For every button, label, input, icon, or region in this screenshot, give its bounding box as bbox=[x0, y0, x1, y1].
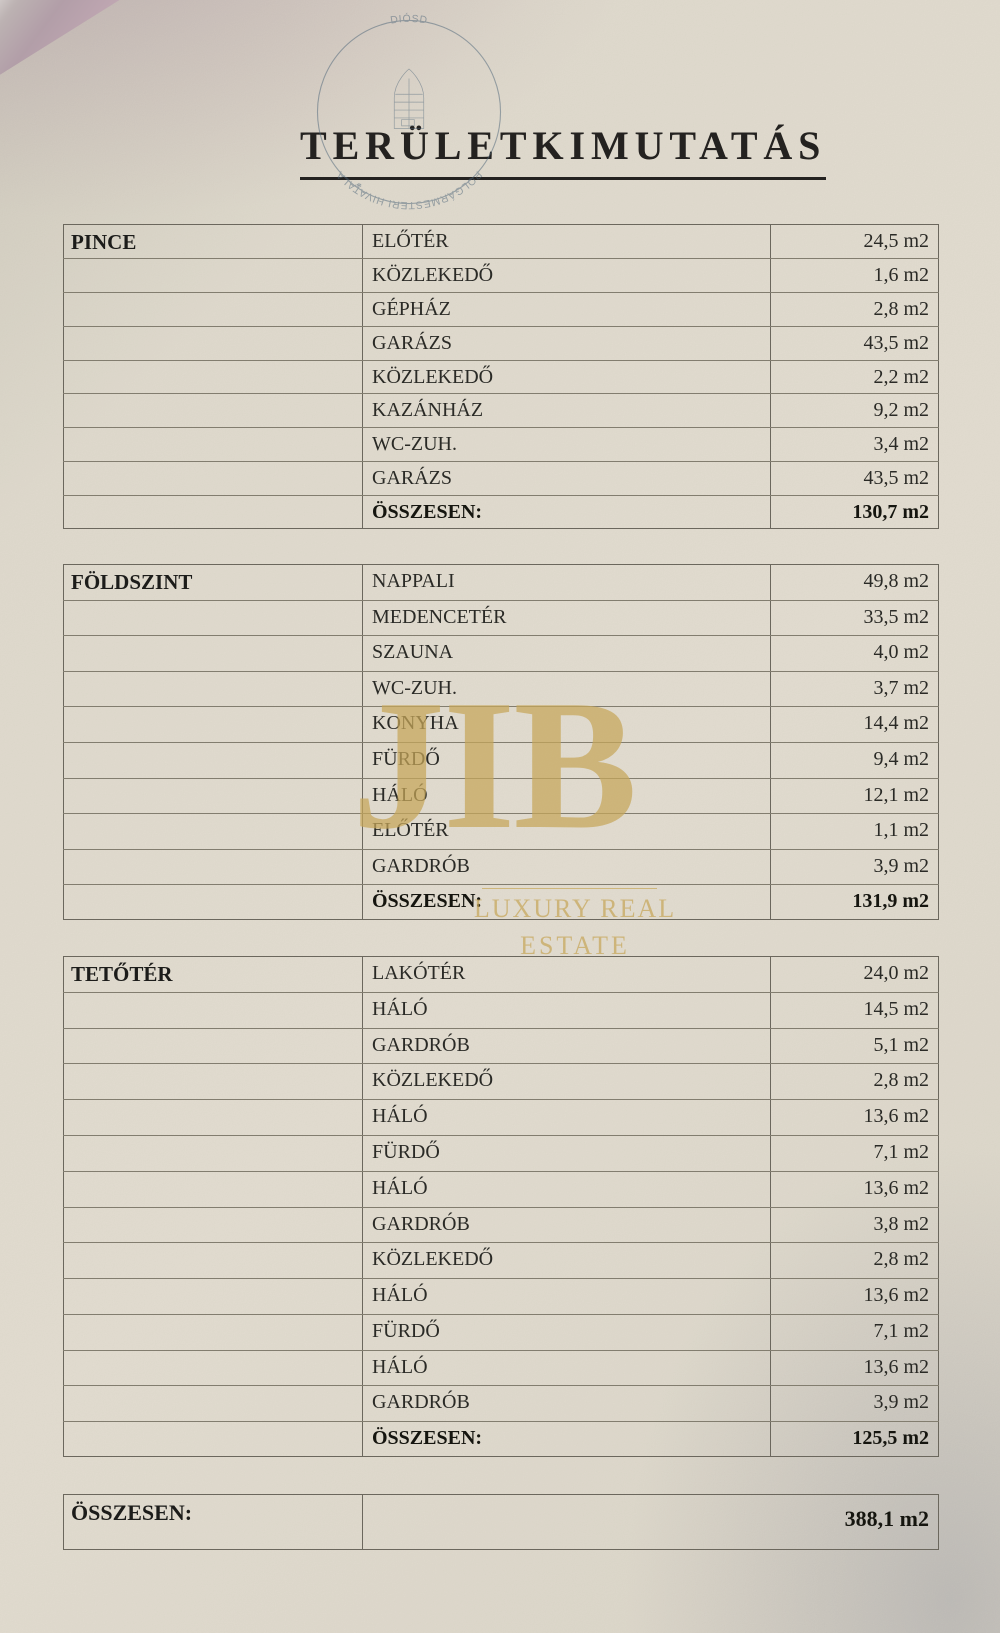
svg-text:*: * bbox=[356, 177, 362, 190]
svg-text:DIÓSD: DIÓSD bbox=[390, 12, 429, 27]
